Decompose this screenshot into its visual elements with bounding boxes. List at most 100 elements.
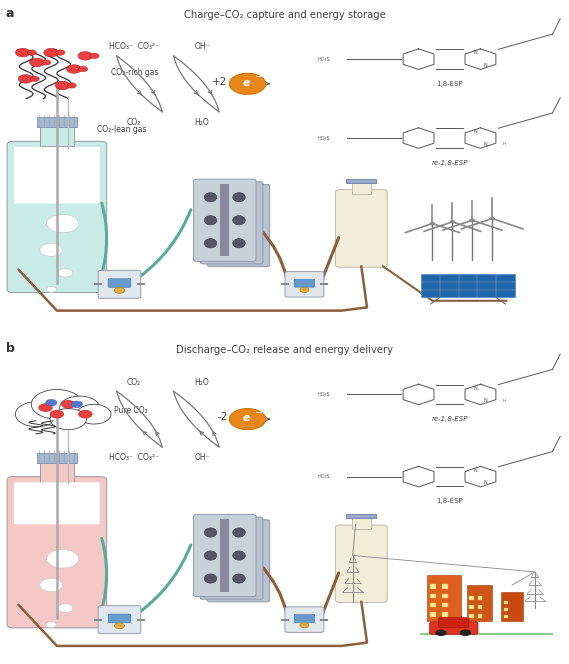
Circle shape xyxy=(430,222,435,225)
Bar xyxy=(37,118,77,127)
Bar xyxy=(347,514,376,519)
Bar xyxy=(40,463,73,481)
FancyBboxPatch shape xyxy=(430,622,478,634)
Text: N: N xyxy=(474,468,478,473)
Circle shape xyxy=(15,402,59,427)
Circle shape xyxy=(44,48,59,57)
Circle shape xyxy=(469,218,475,222)
Bar xyxy=(442,584,448,589)
Ellipse shape xyxy=(204,193,217,202)
Bar xyxy=(37,453,77,463)
Circle shape xyxy=(46,622,56,627)
FancyBboxPatch shape xyxy=(98,270,141,298)
Text: −: − xyxy=(255,408,263,418)
Ellipse shape xyxy=(204,551,217,560)
FancyBboxPatch shape xyxy=(108,614,131,623)
Circle shape xyxy=(460,629,471,636)
Bar xyxy=(442,603,448,608)
Circle shape xyxy=(40,578,63,592)
Text: 1,8-ESP: 1,8-ESP xyxy=(436,498,463,504)
Circle shape xyxy=(30,76,39,82)
Bar xyxy=(469,596,474,600)
Circle shape xyxy=(450,220,455,224)
Circle shape xyxy=(18,74,33,83)
Circle shape xyxy=(58,268,73,277)
Text: H: H xyxy=(502,142,505,146)
Text: N: N xyxy=(474,129,478,134)
Bar xyxy=(347,179,376,183)
Text: −: − xyxy=(255,72,263,82)
Text: re-1,8-ESP: re-1,8-ESP xyxy=(431,416,468,422)
Circle shape xyxy=(46,286,56,292)
Circle shape xyxy=(90,53,99,58)
Circle shape xyxy=(61,400,75,408)
FancyBboxPatch shape xyxy=(14,147,100,203)
Bar xyxy=(220,184,229,256)
Circle shape xyxy=(435,629,447,636)
Bar xyxy=(421,274,515,297)
Circle shape xyxy=(56,50,65,55)
Text: Charge–CO₂ capture and energy storage: Charge–CO₂ capture and energy storage xyxy=(184,10,385,20)
Bar xyxy=(427,575,461,622)
FancyBboxPatch shape xyxy=(335,525,387,602)
Bar xyxy=(430,603,436,608)
Text: CO₂: CO₂ xyxy=(126,118,141,127)
FancyBboxPatch shape xyxy=(7,477,107,628)
Circle shape xyxy=(50,410,64,418)
Text: OH⁻: OH⁻ xyxy=(194,454,210,462)
Ellipse shape xyxy=(204,574,217,583)
Circle shape xyxy=(79,410,92,418)
Ellipse shape xyxy=(233,238,245,248)
Circle shape xyxy=(42,60,51,65)
Circle shape xyxy=(30,58,44,66)
FancyBboxPatch shape xyxy=(207,520,270,602)
Circle shape xyxy=(39,404,52,412)
Text: b: b xyxy=(6,342,15,355)
Circle shape xyxy=(60,396,100,419)
Text: N: N xyxy=(474,50,478,55)
Text: a: a xyxy=(6,7,14,19)
Bar xyxy=(504,600,508,604)
Bar xyxy=(430,594,436,598)
Circle shape xyxy=(15,48,30,57)
Text: N: N xyxy=(474,386,478,390)
Circle shape xyxy=(67,83,76,88)
Bar xyxy=(467,585,492,622)
Bar xyxy=(442,594,448,598)
Text: HO₃S: HO₃S xyxy=(317,474,329,479)
Circle shape xyxy=(47,214,79,232)
Text: Pure CO₂: Pure CO₂ xyxy=(114,406,147,416)
Circle shape xyxy=(114,623,125,629)
Circle shape xyxy=(300,623,309,628)
Circle shape xyxy=(229,408,266,430)
Circle shape xyxy=(50,408,86,430)
Bar xyxy=(430,584,436,589)
Text: N: N xyxy=(483,480,487,485)
Bar xyxy=(40,127,73,146)
FancyBboxPatch shape xyxy=(200,517,263,599)
Circle shape xyxy=(40,243,63,256)
Text: 1,8-ESP: 1,8-ESP xyxy=(436,81,463,87)
Ellipse shape xyxy=(204,216,217,225)
Ellipse shape xyxy=(233,551,245,560)
Circle shape xyxy=(114,288,125,293)
Text: CO₂: CO₂ xyxy=(126,378,141,386)
FancyBboxPatch shape xyxy=(98,606,141,633)
FancyBboxPatch shape xyxy=(294,280,315,288)
Circle shape xyxy=(489,217,495,220)
Bar xyxy=(477,596,483,600)
Circle shape xyxy=(27,50,36,55)
Circle shape xyxy=(67,65,81,73)
Circle shape xyxy=(47,550,79,568)
Ellipse shape xyxy=(233,193,245,202)
Bar xyxy=(469,605,474,609)
Circle shape xyxy=(31,390,83,419)
Bar xyxy=(477,614,483,618)
Text: CO₂-rich gas: CO₂-rich gas xyxy=(111,68,158,77)
Text: HO₃S: HO₃S xyxy=(317,392,329,397)
Text: HO₃S: HO₃S xyxy=(317,135,329,141)
Text: CO₂-lean gas: CO₂-lean gas xyxy=(97,125,146,134)
FancyBboxPatch shape xyxy=(207,185,270,266)
Text: re-1,8-ESP: re-1,8-ESP xyxy=(431,160,468,166)
Ellipse shape xyxy=(204,528,217,537)
